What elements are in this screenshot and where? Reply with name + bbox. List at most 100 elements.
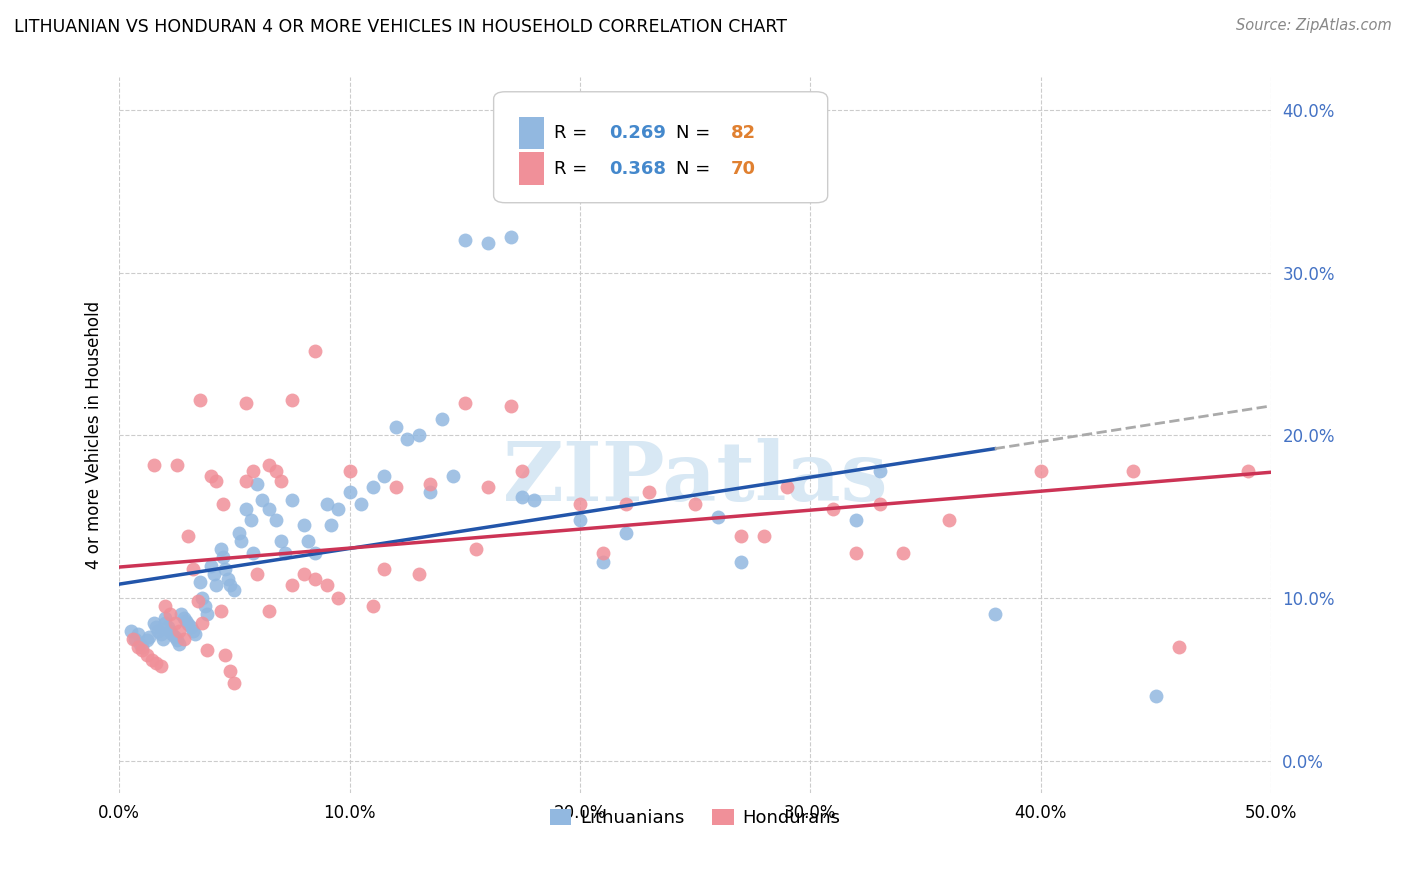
Point [270, 474, 292, 488]
Point [209, 542, 232, 557]
Point [155, 610, 177, 624]
Point [242, 545, 264, 559]
Point [281, 578, 304, 592]
Point [250, 493, 273, 508]
Point [339, 485, 361, 500]
Point [188, 392, 211, 407]
Point [145, 656, 167, 670]
Point [396, 432, 419, 446]
Point [339, 464, 361, 478]
Point [217, 572, 239, 586]
Point [142, 458, 165, 472]
Point [142, 615, 165, 630]
Point [224, 582, 246, 597]
Point [512, 490, 534, 504]
Point [983, 607, 1005, 622]
Point [257, 501, 280, 516]
Point [281, 493, 304, 508]
Point [304, 545, 326, 559]
Point [938, 513, 960, 527]
Legend: Lithuanians, Hondurans: Lithuanians, Hondurans [543, 802, 848, 834]
Point [1237, 464, 1260, 478]
Point [430, 412, 453, 426]
Point [419, 485, 441, 500]
Point [1144, 689, 1167, 703]
Point [326, 591, 349, 606]
Point [730, 555, 752, 569]
Text: 0.368: 0.368 [609, 160, 666, 178]
Point [235, 474, 257, 488]
Point [184, 627, 207, 641]
Point [156, 620, 179, 634]
Point [304, 572, 326, 586]
Point [373, 469, 395, 483]
Point [131, 640, 153, 654]
Point [155, 615, 177, 630]
Point [159, 607, 181, 622]
Point [408, 566, 430, 581]
Point [419, 477, 441, 491]
Point [209, 604, 232, 618]
Point [239, 513, 262, 527]
Point [326, 501, 349, 516]
Point [246, 477, 269, 491]
Point [149, 659, 172, 673]
Point [869, 497, 891, 511]
Point [499, 230, 522, 244]
Point [122, 632, 145, 646]
Point [152, 632, 174, 646]
Point [454, 396, 477, 410]
Point [180, 620, 202, 634]
Point [166, 633, 188, 648]
Point [127, 627, 149, 641]
Point [1029, 464, 1052, 478]
Text: ZIPatlas: ZIPatlas [502, 438, 889, 518]
Point [212, 550, 235, 565]
Point [163, 615, 186, 630]
Point [135, 633, 157, 648]
Text: R =: R = [554, 160, 592, 178]
Point [707, 509, 730, 524]
Point [149, 627, 172, 641]
Point [212, 497, 235, 511]
Point [205, 578, 228, 592]
Point [214, 648, 236, 662]
Point [315, 497, 337, 511]
Point [614, 526, 637, 541]
Point [638, 485, 661, 500]
Point [167, 624, 190, 638]
Point [274, 545, 297, 559]
Point [177, 617, 200, 632]
Point [292, 566, 315, 581]
Point [321, 517, 343, 532]
Point [408, 428, 430, 442]
Point [1168, 640, 1191, 654]
Point [155, 599, 177, 614]
Point [730, 529, 752, 543]
Point [257, 604, 280, 618]
Point [384, 420, 406, 434]
Point [181, 562, 204, 576]
Point [177, 529, 200, 543]
Text: N =: N = [676, 124, 716, 142]
Text: 82: 82 [731, 124, 756, 142]
Point [823, 501, 845, 516]
Point [173, 610, 195, 624]
Text: R =: R = [554, 124, 592, 142]
Point [120, 624, 142, 638]
Point [145, 620, 167, 634]
Bar [519, 117, 544, 149]
Point [499, 399, 522, 413]
Text: N =: N = [676, 160, 716, 178]
Point [214, 562, 236, 576]
Text: LITHUANIAN VS HONDURAN 4 OR MORE VEHICLES IN HOUSEHOLD CORRELATION CHART: LITHUANIAN VS HONDURAN 4 OR MORE VEHICLE… [14, 18, 787, 36]
Point [384, 480, 406, 494]
Point [181, 624, 204, 638]
Point [614, 497, 637, 511]
Point [129, 637, 152, 651]
Point [264, 513, 287, 527]
Point [231, 534, 253, 549]
FancyBboxPatch shape [494, 92, 828, 202]
Point [257, 458, 280, 472]
Point [292, 517, 315, 532]
